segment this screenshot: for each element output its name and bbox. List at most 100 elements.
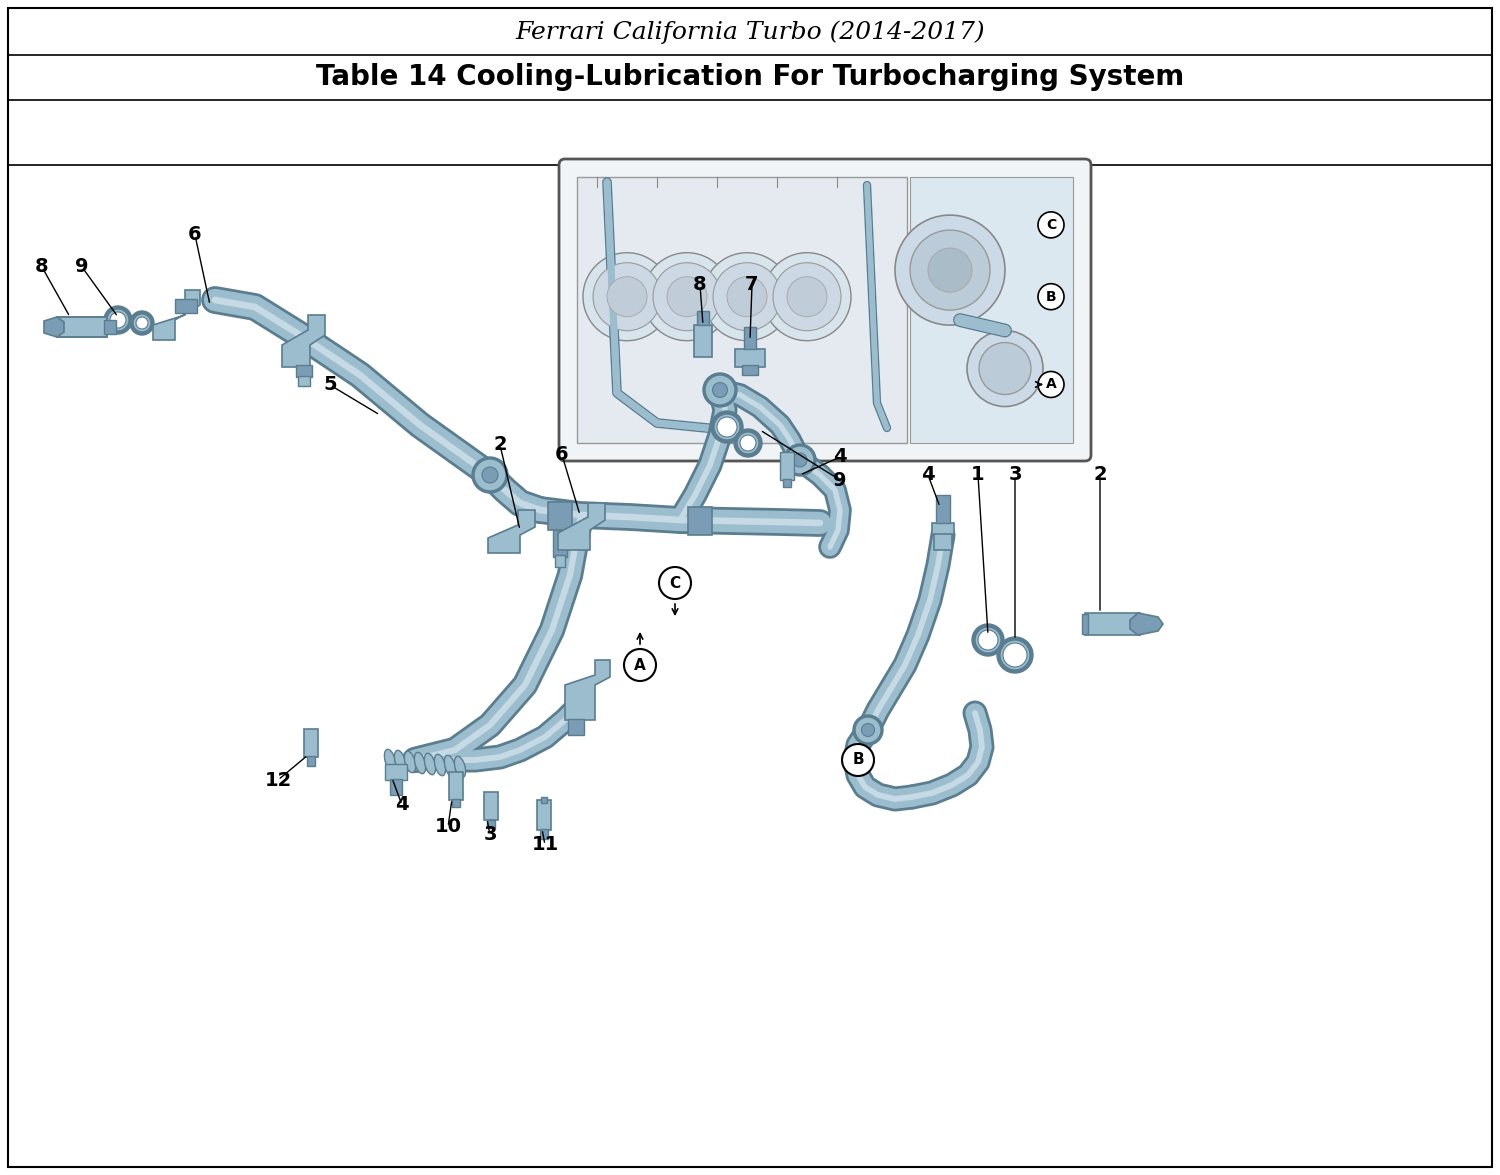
Text: 6: 6 [555,445,568,464]
Bar [742,365,758,375]
Text: 4: 4 [833,448,848,466]
Text: 8: 8 [34,257,50,276]
Circle shape [794,454,807,466]
Bar [386,764,406,780]
Polygon shape [153,290,200,340]
Bar [568,719,584,736]
Circle shape [134,314,152,333]
Circle shape [704,372,736,407]
Circle shape [788,276,826,317]
Ellipse shape [424,753,435,774]
Text: 12: 12 [264,771,291,790]
Circle shape [624,649,656,681]
Bar [548,502,572,530]
Circle shape [978,630,998,650]
Circle shape [1038,212,1064,237]
Text: 1: 1 [970,465,986,484]
Bar [744,327,756,349]
Bar [694,325,712,357]
Circle shape [980,343,1030,395]
Text: B: B [852,752,864,767]
Text: 4: 4 [394,795,410,814]
Polygon shape [488,510,536,553]
Circle shape [658,568,692,599]
Circle shape [652,263,722,330]
Bar [104,320,116,334]
Circle shape [784,444,816,476]
FancyBboxPatch shape [560,159,1090,461]
Bar [910,177,1072,443]
Text: 8: 8 [693,275,706,295]
Circle shape [711,411,742,443]
Bar [390,779,402,795]
Circle shape [968,330,1042,407]
Text: 10: 10 [435,818,462,837]
Bar [783,479,790,486]
Bar [298,376,310,387]
Text: 3: 3 [483,826,496,845]
Circle shape [728,276,766,317]
Text: 11: 11 [531,835,558,854]
Text: Table 14 Cooling-Lubrication For Turbocharging System: Table 14 Cooling-Lubrication For Turboch… [316,63,1184,90]
Text: 6: 6 [188,226,202,244]
Circle shape [1004,643,1028,667]
Bar [688,506,712,535]
Circle shape [1038,371,1064,397]
Circle shape [482,466,498,483]
Bar [578,177,908,443]
Bar [452,799,460,807]
Text: Ferrari California Turbo (2014-2017): Ferrari California Turbo (2014-2017) [514,20,986,43]
Circle shape [910,230,990,310]
Circle shape [842,744,874,776]
Bar [555,555,566,568]
Ellipse shape [384,750,396,771]
Circle shape [584,253,670,341]
Circle shape [772,263,842,330]
Circle shape [712,263,782,330]
Bar [698,311,709,325]
Bar [735,349,765,367]
Circle shape [644,253,730,341]
Circle shape [474,459,506,491]
Circle shape [998,637,1033,673]
Circle shape [853,716,883,745]
Circle shape [1000,640,1030,670]
Circle shape [786,446,814,474]
Polygon shape [558,503,604,550]
Polygon shape [282,315,326,367]
Bar [537,800,550,830]
Bar [484,792,498,820]
Bar [542,797,548,803]
Ellipse shape [414,752,426,773]
Circle shape [608,276,646,317]
Circle shape [740,435,756,451]
Text: 2: 2 [1094,465,1107,484]
Bar [936,495,950,523]
Bar [554,530,567,557]
Text: 7: 7 [746,275,759,295]
Text: 4: 4 [921,465,934,484]
Bar [932,523,954,535]
Circle shape [714,414,740,439]
Bar [308,756,315,766]
Bar [780,452,794,481]
Bar [934,533,952,550]
Circle shape [104,306,132,334]
Text: 9: 9 [75,257,88,276]
Text: 2: 2 [494,436,507,455]
Bar [304,728,318,757]
Text: 9: 9 [834,470,846,490]
Circle shape [136,317,148,329]
Circle shape [592,263,662,330]
Bar [57,317,106,337]
Bar [176,298,196,313]
Text: C: C [1046,217,1056,231]
Circle shape [736,432,759,454]
Circle shape [975,627,1000,653]
Polygon shape [1130,613,1162,634]
Ellipse shape [444,756,456,777]
Circle shape [928,248,972,293]
Circle shape [472,457,508,493]
Bar [1084,613,1140,634]
Polygon shape [566,660,610,720]
